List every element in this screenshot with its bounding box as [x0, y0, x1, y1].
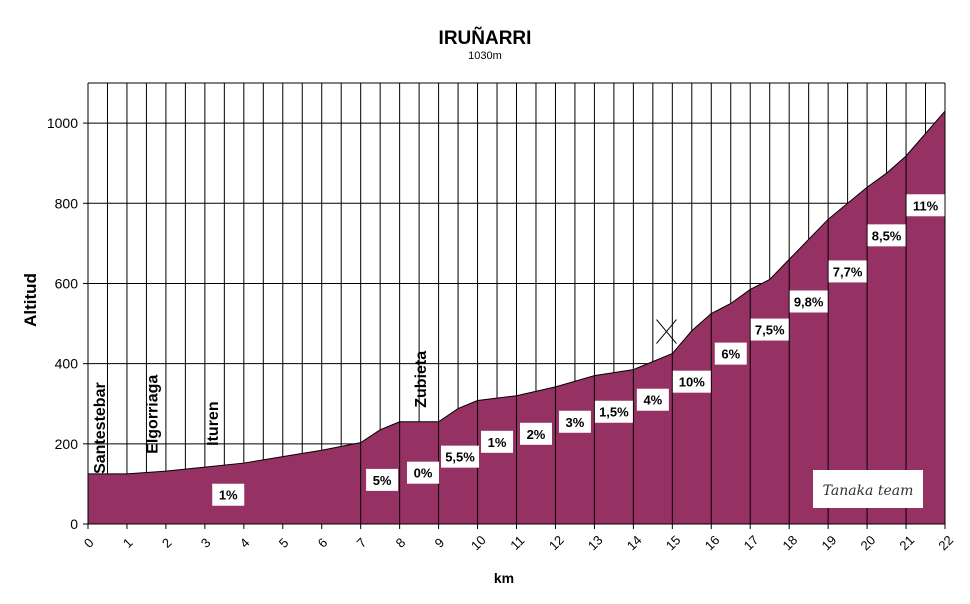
x-tick-label: 10	[468, 532, 489, 553]
y-tick-label: 600	[55, 275, 79, 291]
gradient-label-box	[366, 468, 399, 491]
chart-subtitle: 1030m	[468, 50, 502, 62]
gradient-label-box	[828, 260, 867, 283]
gradient-label-box	[481, 430, 514, 453]
x-tick-label: 4	[237, 535, 253, 551]
gradient-label: 1%	[488, 435, 507, 450]
x-tick-label: 21	[896, 532, 917, 553]
gradient-label-box	[906, 194, 945, 217]
x-tick-label: 15	[663, 532, 684, 553]
gradient-label: 6%	[721, 347, 740, 362]
x-tick-label: 11	[507, 533, 527, 553]
x-tick-label: 14	[624, 532, 645, 553]
gradient-label: 10%	[679, 375, 705, 390]
gradient-label-box	[558, 410, 591, 433]
gradient-label: 3%	[566, 415, 585, 430]
chart-title: IRUÑARRI	[438, 28, 532, 49]
x-tick-label: 13	[585, 532, 606, 553]
gradient-label: 4%	[643, 393, 662, 408]
gradient-label-box	[672, 370, 711, 393]
x-tick-label: 16	[702, 532, 723, 553]
x-tick-label: 19	[819, 532, 840, 553]
y-tick-label: 200	[55, 436, 79, 452]
y-tick-label: 0	[70, 516, 78, 532]
x-tick-label: 2	[159, 535, 175, 551]
x-tick-label: 3	[198, 535, 214, 551]
x-axis-label: km	[493, 570, 515, 586]
y-tick-label: 400	[55, 356, 79, 372]
watermark-text: Tanaka team	[823, 483, 914, 499]
x-tick-label: 8	[393, 535, 409, 551]
y-tick-label: 800	[55, 195, 79, 211]
gradient-label: 1,5%	[599, 405, 629, 420]
gradient-label: 7,7%	[833, 264, 863, 279]
gradient-label: 11%	[913, 198, 939, 213]
place-label: Santestebar	[92, 382, 109, 474]
gradient-label-box	[407, 461, 440, 484]
place-label: Elgorriaga	[144, 375, 161, 454]
x-tick-label: 12	[546, 532, 567, 553]
y-tick-label: 1000	[47, 115, 78, 131]
gradient-label: 0%	[414, 466, 433, 481]
gradient-label-box	[519, 422, 552, 445]
gradient-label-box	[714, 342, 747, 365]
x-tick-label: 22	[935, 532, 956, 553]
gradient-label: 7,5%	[755, 323, 785, 338]
gradient-label: 5%	[373, 473, 392, 488]
x-tick-label: 1	[120, 535, 136, 551]
x-tick-label: 18	[780, 532, 801, 553]
gradient-label: 9,8%	[794, 294, 824, 309]
place-label: Zubieta	[413, 351, 430, 408]
x-tick-label: 0	[81, 535, 97, 551]
gradient-label: 2%	[527, 427, 546, 442]
gradient-label-box	[867, 224, 906, 247]
summit-marker	[656, 319, 677, 344]
gradient-label-box	[594, 400, 633, 423]
gradient-label-box	[789, 290, 828, 313]
gradient-label: 1%	[219, 488, 238, 503]
gradient-label: 5,5%	[445, 450, 475, 465]
gradient-label: 8,5%	[872, 228, 902, 243]
gradient-label-box	[750, 318, 789, 341]
watermark-box	[813, 470, 923, 508]
x-tick-label: 6	[315, 535, 331, 551]
gradient-label-box	[636, 388, 669, 411]
gradient-label-box	[212, 483, 245, 506]
x-tick-label: 9	[432, 535, 448, 551]
place-label: Ituren	[205, 401, 222, 445]
x-tick-label: 5	[276, 535, 292, 551]
x-tick-label: 20	[857, 532, 878, 553]
elevation-area	[87, 109, 946, 525]
x-tick-label: 7	[354, 535, 370, 551]
gradient-label-box	[441, 445, 480, 468]
x-tick-label: 17	[741, 532, 762, 553]
